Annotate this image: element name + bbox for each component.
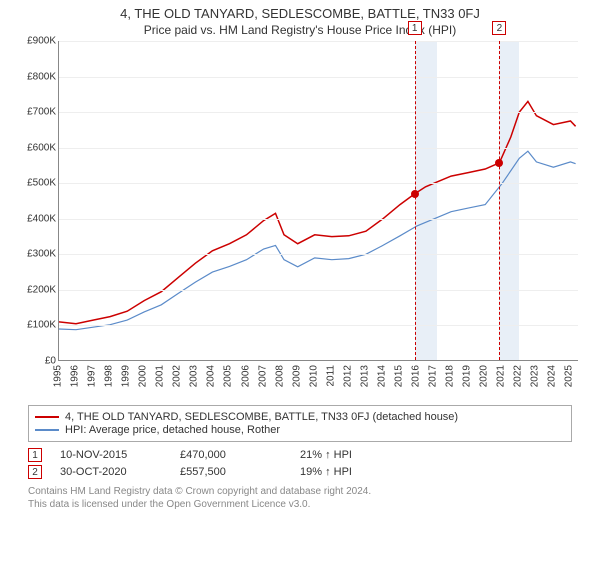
x-tick-label: 1998 [104, 365, 115, 387]
marker-dot [495, 159, 503, 167]
chart-area: £0 £100K £200K £300K £400K £500K £600K £700K £80… [10, 41, 590, 401]
transaction-index-box: 1 [28, 448, 42, 462]
y-tick-label: £0 [10, 356, 56, 367]
footer-line2: This data is licensed under the Open Gov… [28, 498, 572, 511]
transaction-date: 10-NOV-2015 [60, 449, 180, 461]
transaction-date: 30-OCT-2020 [60, 466, 180, 478]
x-tick-label: 2001 [155, 365, 166, 387]
footer-attribution: Contains HM Land Registry data © Crown c… [28, 485, 572, 511]
legend-label-property: 4, THE OLD TANYARD, SEDLESCOMBE, BATTLE,… [65, 411, 458, 423]
x-tick-label: 2017 [428, 365, 439, 387]
x-tick-label: 2008 [274, 365, 285, 387]
transaction-price: £557,500 [180, 466, 300, 478]
plot-area: 12 [58, 41, 578, 361]
y-tick-label: £200K [10, 284, 56, 295]
transaction-row: 2 30-OCT-2020£557,50019% ↑ HPI [28, 465, 572, 479]
x-tick-label: 2013 [359, 365, 370, 387]
transaction-diff: 21% ↑ HPI [300, 449, 420, 461]
y-tick-label: £300K [10, 249, 56, 260]
x-tick-label: 2021 [496, 365, 507, 387]
y-tick-label: £600K [10, 142, 56, 153]
x-tick-label: 2019 [462, 365, 473, 387]
x-tick-label: 2018 [445, 365, 456, 387]
x-tick-label: 2015 [393, 365, 404, 387]
legend-box: 4, THE OLD TANYARD, SEDLESCOMBE, BATTLE,… [28, 405, 572, 442]
x-tick-label: 2000 [138, 365, 149, 387]
x-tick-label: 2002 [172, 365, 183, 387]
y-tick-label: £700K [10, 107, 56, 118]
y-tick-label: £900K [10, 36, 56, 47]
legend-item-hpi: HPI: Average price, detached house, Roth… [35, 424, 565, 436]
x-tick-label: 2023 [530, 365, 541, 387]
x-tick-label: 2007 [257, 365, 268, 387]
x-tick-label: 2005 [223, 365, 234, 387]
x-tick-label: 2025 [564, 365, 575, 387]
y-tick-label: £800K [10, 71, 56, 82]
transaction-price: £470,000 [180, 449, 300, 461]
x-axis: 1995199619971998199920002001200220032004… [58, 365, 578, 401]
y-tick-label: £100K [10, 320, 56, 331]
x-tick-label: 2003 [189, 365, 200, 387]
x-tick-label: 1995 [53, 365, 64, 387]
transaction-row: 1 10-NOV-2015£470,00021% ↑ HPI [28, 448, 572, 462]
x-tick-label: 1999 [121, 365, 132, 387]
legend-label-hpi: HPI: Average price, detached house, Roth… [65, 424, 280, 436]
legend-swatch-hpi [35, 429, 59, 431]
legend-swatch-property [35, 416, 59, 418]
line-series-svg [59, 41, 579, 361]
series-hpi [59, 151, 576, 330]
x-tick-label: 1996 [70, 365, 81, 387]
x-tick-label: 2020 [479, 365, 490, 387]
x-tick-label: 2009 [291, 365, 302, 387]
x-tick-label: 2006 [240, 365, 251, 387]
marker-vertical-line [415, 41, 416, 360]
y-tick-label: £500K [10, 178, 56, 189]
marker-index-box: 1 [408, 21, 422, 35]
x-tick-label: 1997 [87, 365, 98, 387]
marker-dot [411, 190, 419, 198]
legend-item-property: 4, THE OLD TANYARD, SEDLESCOMBE, BATTLE,… [35, 411, 565, 423]
transactions-table: 1 10-NOV-2015£470,00021% ↑ HPI 2 30-OCT-202… [28, 448, 572, 479]
x-tick-label: 2004 [206, 365, 217, 387]
x-tick-label: 2016 [411, 365, 422, 387]
marker-index-box: 2 [492, 21, 506, 35]
x-tick-label: 2012 [342, 365, 353, 387]
y-axis: £0£100K£200K£300K£400K£500K£600K£700K£80… [10, 41, 58, 361]
chart-title-sub: Price paid vs. HM Land Registry's House … [0, 23, 600, 37]
chart-title-address: 4, THE OLD TANYARD, SEDLESCOMBE, BATTLE,… [0, 6, 600, 21]
x-tick-label: 2024 [547, 365, 558, 387]
footer-line1: Contains HM Land Registry data © Crown c… [28, 485, 572, 498]
x-tick-label: 2022 [513, 365, 524, 387]
x-tick-label: 2011 [325, 365, 336, 387]
marker-vertical-line [499, 41, 500, 360]
x-tick-label: 2010 [308, 365, 319, 387]
y-tick-label: £400K [10, 213, 56, 224]
transaction-index-box: 2 [28, 465, 42, 479]
x-tick-label: 2014 [376, 365, 387, 387]
transaction-diff: 19% ↑ HPI [300, 466, 420, 478]
